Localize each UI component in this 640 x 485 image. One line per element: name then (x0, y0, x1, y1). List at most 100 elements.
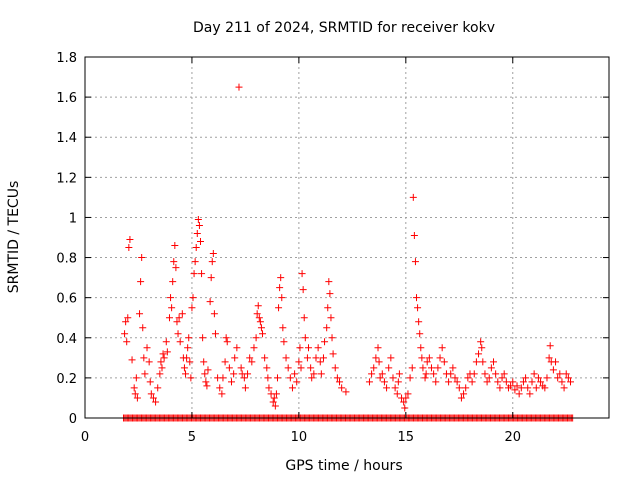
data-point (201, 370, 209, 378)
data-point (562, 370, 570, 378)
data-point (154, 384, 162, 392)
data-point (162, 338, 170, 346)
data-point (418, 354, 426, 362)
data-point (385, 364, 393, 372)
data-point (434, 364, 442, 372)
y-tick-label: 1.8 (56, 51, 77, 66)
data-point (163, 348, 171, 356)
data-point (326, 290, 334, 298)
data-point (519, 378, 527, 386)
data-point (252, 334, 260, 342)
data-point (189, 294, 197, 302)
data-point (180, 364, 188, 372)
data-point (222, 334, 230, 342)
data-point (136, 310, 144, 318)
data-point (300, 314, 308, 322)
data-point (368, 370, 376, 378)
data-point (329, 350, 337, 358)
data-point (235, 83, 243, 91)
data-point (255, 314, 263, 322)
data-point (534, 374, 542, 382)
data-point (324, 304, 332, 312)
data-point (509, 378, 517, 386)
data-point (246, 354, 254, 362)
data-point (378, 370, 386, 378)
data-point (270, 394, 278, 402)
axis-ticks: 0 0.2 0.4 0.6 0.8 1 1.2 1.4 1.6 1.8 0 5 10 15 20 (56, 51, 609, 445)
data-point (271, 402, 279, 410)
data-point (140, 354, 148, 362)
data-point (464, 374, 472, 382)
data-point (393, 390, 401, 398)
data-point (169, 278, 177, 286)
data-point (298, 270, 306, 278)
data-point (389, 374, 397, 382)
data-point (307, 364, 315, 372)
data-point (143, 344, 151, 352)
data-point (192, 244, 200, 252)
data-point (211, 330, 219, 338)
data-point (492, 370, 500, 378)
data-point (453, 378, 461, 386)
data-point (447, 370, 455, 378)
data-point (416, 330, 424, 338)
data-point (272, 390, 280, 398)
data-point (132, 374, 140, 382)
data-point (147, 390, 155, 398)
data-points (119, 83, 577, 422)
data-point (395, 370, 403, 378)
y-tick-label: 1.6 (56, 91, 77, 106)
data-point (301, 334, 309, 342)
data-point (317, 370, 325, 378)
data-point (402, 394, 410, 402)
y-tick-label: 1 (69, 211, 77, 226)
data-point (276, 284, 284, 292)
data-point (123, 338, 131, 346)
data-point (375, 358, 383, 366)
data-point (336, 378, 344, 386)
data-point (487, 364, 495, 372)
data-point (286, 374, 294, 382)
data-point (175, 314, 183, 322)
data-point (261, 354, 269, 362)
data-point (524, 384, 532, 392)
data-point (282, 354, 290, 362)
data-point (141, 370, 149, 378)
data-point (478, 344, 486, 352)
data-point (187, 374, 195, 382)
data-point (124, 314, 132, 322)
data-point (158, 364, 166, 372)
x-tick-label: 5 (188, 430, 196, 445)
chart-title: Day 211 of 2024, SRMTID for receiver kok… (193, 20, 495, 36)
data-point (219, 374, 227, 382)
data-point (284, 364, 292, 372)
data-point (159, 350, 167, 358)
data-point (216, 384, 224, 392)
x-tick-label: 10 (291, 430, 308, 445)
data-point (376, 374, 384, 382)
data-point (273, 374, 281, 382)
data-point (404, 390, 412, 398)
data-point (475, 350, 483, 358)
data-point (196, 238, 204, 246)
data-point (481, 370, 489, 378)
data-point (291, 370, 299, 378)
y-tick-label: 0.2 (56, 372, 77, 387)
data-point (558, 378, 566, 386)
data-point (149, 394, 157, 402)
data-point (522, 374, 530, 382)
data-point (556, 370, 564, 378)
data-point (532, 384, 540, 392)
data-point (560, 384, 568, 392)
data-point (295, 358, 303, 366)
data-point (338, 384, 346, 392)
x-tick-label: 0 (81, 430, 89, 445)
data-point (537, 378, 545, 386)
data-point (170, 258, 178, 266)
data-point (176, 338, 184, 346)
data-point (543, 374, 551, 382)
data-point (137, 278, 145, 286)
data-point (507, 382, 515, 390)
data-point (206, 298, 214, 306)
